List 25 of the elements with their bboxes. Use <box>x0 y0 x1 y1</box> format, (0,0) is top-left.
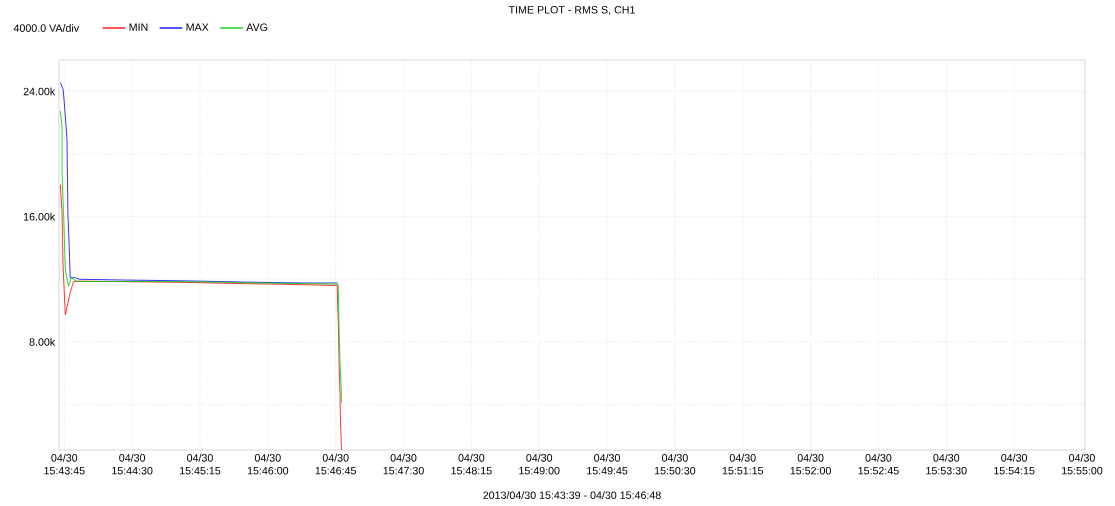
x-tick-label: 04/30 15:52:00 <box>790 453 831 475</box>
legend-label: AVG <box>246 23 268 32</box>
x-tick-label: 04/30 15:45:15 <box>180 453 221 475</box>
x-tick-label: 04/30 15:47:30 <box>383 453 424 475</box>
chart-title: TIME PLOT - RMS S, CH1 <box>508 6 635 15</box>
x-tick-label: 04/30 15:48:15 <box>451 453 492 475</box>
x-tick-label: 04/30 15:54:15 <box>994 453 1035 475</box>
y-tick-label: 24.00k <box>23 87 56 96</box>
x-tick-label: 04/30 15:55:00 <box>1062 453 1103 475</box>
x-tick-label: 04/30 15:46:00 <box>247 453 289 475</box>
x-axis-title: 2013/04/30 15:43:39 - 04/30 15:46:48 <box>483 491 661 499</box>
x-tick-label: 04/30 15:52:45 <box>858 453 899 475</box>
x-tick-label: 04/30 15:44:30 <box>112 453 153 475</box>
y-tick-label: 8.00k <box>29 337 56 346</box>
x-tick-label: 04/30 15:49:45 <box>587 453 628 475</box>
x-tick-label: 04/30 15:51:15 <box>722 453 764 475</box>
x-tick-label: 04/30 15:50:30 <box>654 453 696 475</box>
legend-label: MIN <box>129 23 148 31</box>
x-tick-label: 04/30 15:43:45 <box>44 453 85 475</box>
x-tick-label: 04/30 15:46:45 <box>315 453 356 475</box>
x-tick-label: 04/30 15:53:30 <box>926 453 967 475</box>
y-tick-label: 16.00k <box>23 212 56 221</box>
y-axis-title: 4000.0 VA/div <box>13 24 80 32</box>
x-tick-label: 04/30 15:49:00 <box>519 453 560 475</box>
legend-label: MAX <box>186 23 209 31</box>
